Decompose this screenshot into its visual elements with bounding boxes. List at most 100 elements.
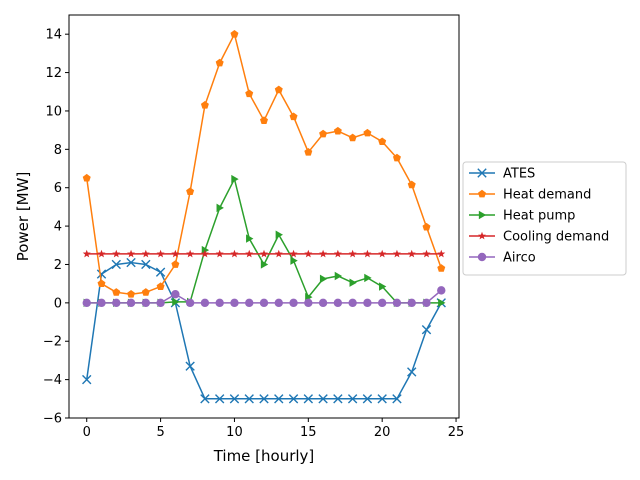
data-point bbox=[185, 298, 195, 308]
data-point bbox=[347, 394, 358, 404]
legend-marker bbox=[478, 189, 486, 198]
data-point bbox=[438, 298, 446, 308]
data-point bbox=[216, 203, 224, 213]
data-point bbox=[422, 298, 431, 308]
data-point bbox=[245, 89, 254, 98]
data-point bbox=[319, 249, 328, 258]
series-cooling-demand bbox=[82, 249, 446, 258]
data-point bbox=[126, 298, 136, 308]
data-point bbox=[363, 298, 372, 308]
data-point bbox=[274, 298, 283, 308]
data-point bbox=[82, 173, 91, 182]
legend-marker bbox=[477, 252, 487, 262]
data-point bbox=[289, 249, 298, 258]
data-point bbox=[141, 259, 151, 270]
data-point bbox=[82, 374, 92, 385]
data-point bbox=[437, 286, 446, 295]
data-point bbox=[229, 394, 240, 404]
data-point bbox=[422, 249, 431, 258]
data-point bbox=[303, 394, 314, 404]
legend-label: Heat demand bbox=[503, 188, 591, 203]
data-point bbox=[274, 249, 283, 258]
series-heat-pump bbox=[83, 174, 446, 308]
data-point bbox=[363, 128, 372, 137]
x-tick-label: 20 bbox=[374, 425, 391, 440]
y-tick-label: 0 bbox=[54, 296, 62, 311]
data-point bbox=[185, 361, 195, 371]
data-point bbox=[407, 249, 416, 258]
data-point bbox=[437, 249, 446, 258]
data-point bbox=[112, 288, 121, 296]
data-point bbox=[186, 249, 195, 258]
y-tick-label: 10 bbox=[45, 104, 62, 119]
data-point bbox=[378, 137, 387, 146]
data-point bbox=[333, 394, 343, 404]
data-point bbox=[318, 298, 328, 308]
x-axis-label: Time [hourly] bbox=[213, 447, 315, 465]
data-point bbox=[246, 234, 254, 243]
data-point bbox=[111, 259, 121, 270]
data-point bbox=[304, 249, 313, 258]
y-tick-label: 12 bbox=[45, 66, 62, 81]
series-airco bbox=[82, 286, 446, 308]
data-point bbox=[127, 290, 136, 298]
data-point bbox=[171, 260, 180, 268]
data-point bbox=[156, 298, 165, 308]
x-tick-label: 10 bbox=[226, 425, 243, 440]
legend-marker bbox=[478, 210, 487, 220]
axes-frame bbox=[68, 14, 460, 419]
x-tick-label: 25 bbox=[448, 425, 465, 440]
data-point bbox=[186, 187, 195, 195]
data-point bbox=[244, 394, 254, 404]
legend-marker bbox=[477, 168, 487, 178]
data-point bbox=[82, 249, 91, 258]
data-point bbox=[333, 126, 342, 135]
data-point bbox=[230, 249, 239, 258]
data-point bbox=[230, 298, 239, 308]
data-point bbox=[392, 153, 401, 162]
data-point bbox=[407, 298, 416, 308]
data-point bbox=[362, 394, 373, 404]
legend-label: Airco bbox=[503, 251, 536, 266]
data-point bbox=[377, 298, 387, 308]
data-point bbox=[274, 394, 284, 404]
data-point bbox=[392, 394, 402, 404]
data-point bbox=[289, 298, 298, 308]
series-layer bbox=[82, 29, 446, 404]
y-tick-label: 2 bbox=[54, 258, 62, 273]
data-point bbox=[333, 298, 343, 308]
legend-box bbox=[462, 161, 627, 276]
data-point bbox=[260, 116, 268, 124]
data-point bbox=[437, 264, 446, 272]
data-point bbox=[319, 129, 328, 138]
data-point bbox=[215, 58, 224, 67]
data-point bbox=[392, 249, 401, 258]
data-point bbox=[141, 288, 150, 296]
data-point bbox=[112, 249, 121, 258]
data-point bbox=[245, 298, 254, 308]
y-tick-label: −4 bbox=[43, 373, 62, 388]
data-point bbox=[259, 394, 269, 404]
data-point bbox=[274, 85, 283, 94]
y-axis-ticks: −6 −4 −2 0 2 4 6 8 10 12 14 bbox=[43, 28, 69, 427]
data-point bbox=[290, 256, 298, 265]
legend-item: Heat pump bbox=[469, 209, 575, 224]
data-point bbox=[333, 249, 342, 258]
series-heat-demand bbox=[82, 29, 446, 298]
x-tick-label: 15 bbox=[300, 425, 317, 440]
legend-item: Heat demand bbox=[469, 188, 591, 203]
data-point bbox=[82, 298, 91, 308]
y-tick-label: −6 bbox=[43, 412, 62, 427]
legend-label: Heat pump bbox=[503, 209, 575, 224]
data-point bbox=[363, 249, 372, 258]
data-point bbox=[379, 282, 387, 291]
data-point bbox=[97, 249, 106, 258]
data-point bbox=[378, 249, 387, 258]
data-point bbox=[200, 101, 209, 109]
data-point bbox=[421, 325, 432, 335]
data-point bbox=[260, 249, 268, 258]
data-point bbox=[275, 230, 283, 239]
data-point bbox=[112, 298, 121, 308]
data-point bbox=[407, 180, 416, 189]
